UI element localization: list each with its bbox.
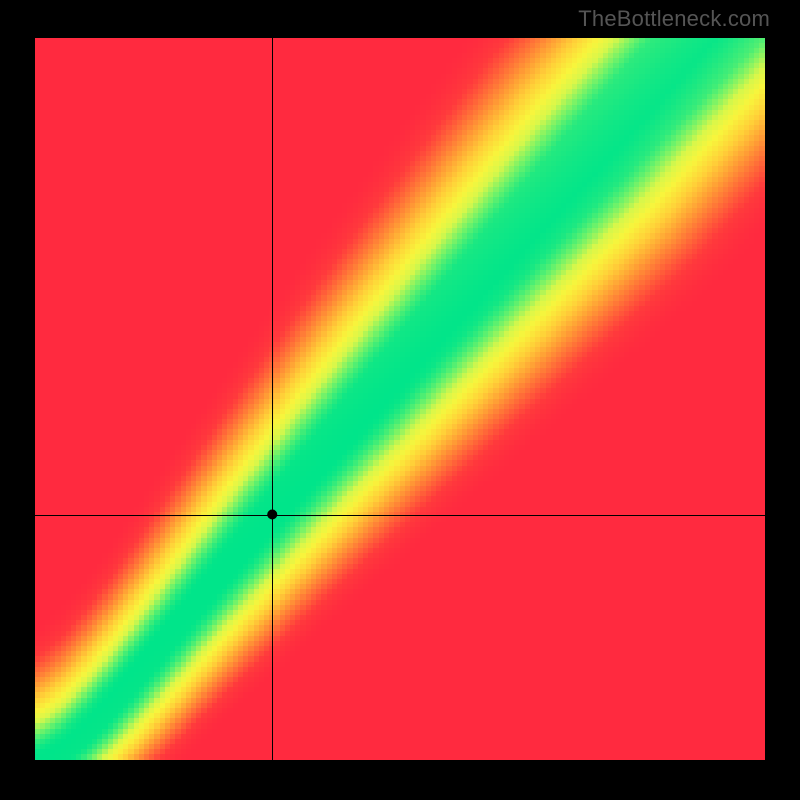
chart-container: TheBottleneck.com: [0, 0, 800, 800]
bottleneck-heatmap: [35, 38, 765, 760]
watermark-text: TheBottleneck.com: [578, 6, 770, 32]
